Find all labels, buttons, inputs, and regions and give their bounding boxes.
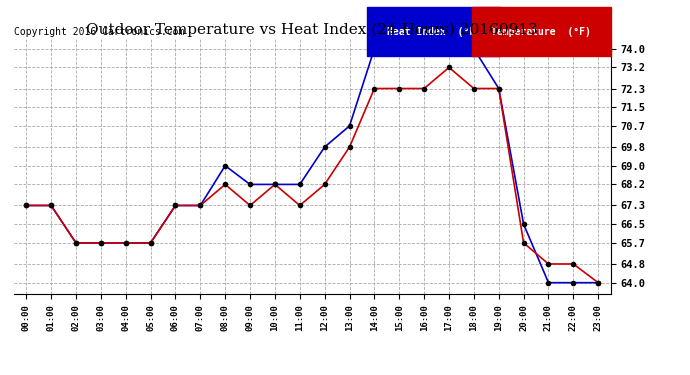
Title: Outdoor Temperature vs Heat Index (24 Hours) 20160913: Outdoor Temperature vs Heat Index (24 Ho… [86, 22, 538, 37]
Text: Temperature  (°F): Temperature (°F) [491, 27, 591, 37]
Text: Copyright 2016 Cartronics.com: Copyright 2016 Cartronics.com [14, 27, 184, 37]
Text: Heat Index  (°F): Heat Index (°F) [387, 27, 481, 37]
